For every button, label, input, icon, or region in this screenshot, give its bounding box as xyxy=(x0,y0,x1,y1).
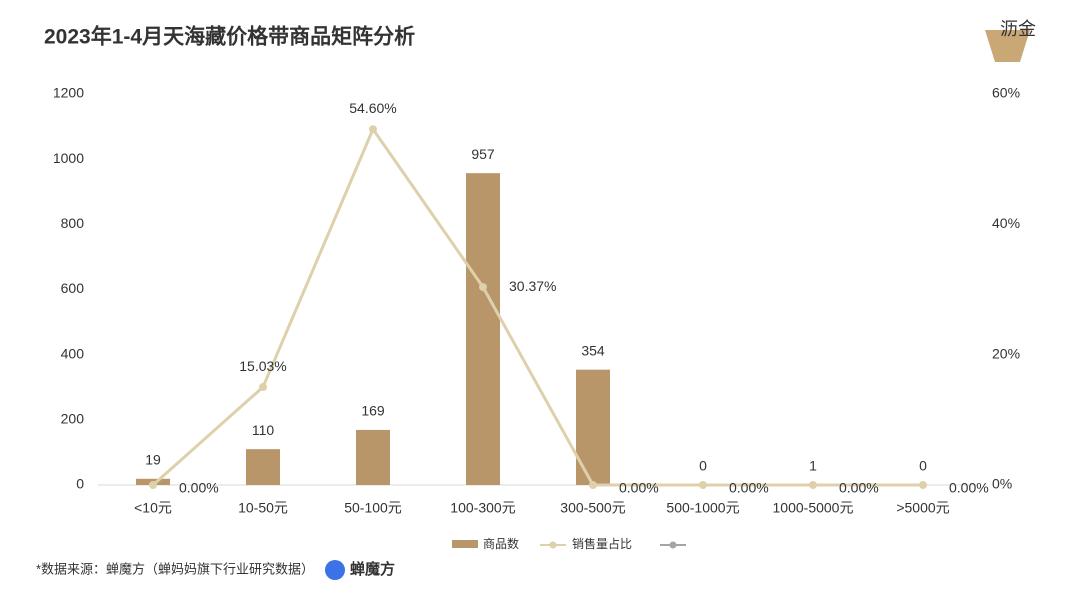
line-point xyxy=(479,283,487,292)
y2-tick-label: 40% xyxy=(992,215,1020,231)
x-tick-label: <10元 xyxy=(134,500,172,516)
legend-label: 销售量占比 xyxy=(572,536,632,551)
data-label: 54.60% xyxy=(349,100,396,116)
data-label: 110 xyxy=(252,422,275,438)
chart-title: 2023年1-4月天海藏价格带商品矩阵分析 xyxy=(44,25,415,49)
data-label: 0.00% xyxy=(949,480,989,496)
line-point xyxy=(369,125,377,134)
data-label: 0.00% xyxy=(619,480,659,496)
y-tick-label: 400 xyxy=(61,345,85,361)
line-point xyxy=(699,481,707,489)
y2-tick-label: 0% xyxy=(992,476,1012,492)
data-label: 0.00% xyxy=(729,480,769,496)
source-note: *数据来源：蝉魔方（蝉妈妈旗下行业研究数据） xyxy=(36,561,314,576)
y-tick-label: 800 xyxy=(61,215,85,231)
legend-swatch xyxy=(452,540,478,548)
data-label: 1 xyxy=(809,457,817,473)
data-label: 0.00% xyxy=(839,480,879,496)
data-label: 0.00% xyxy=(179,480,219,496)
y-tick-label: 200 xyxy=(61,411,85,427)
data-label: 0 xyxy=(919,458,927,474)
x-tick-label: 50-100元 xyxy=(344,500,402,516)
legend-label: 商品数 xyxy=(483,536,519,551)
brand-icon xyxy=(325,560,345,580)
legend-swatch xyxy=(549,541,557,549)
bar xyxy=(356,429,390,485)
line-point xyxy=(259,383,267,392)
line-point xyxy=(589,481,597,489)
legend: 商品数 销售量占比 xyxy=(452,536,686,551)
data-label: 957 xyxy=(471,146,495,162)
x-tick-label: >5000元 xyxy=(896,500,949,516)
legend-swatch xyxy=(669,541,677,549)
x-tick-label: 1000-5000元 xyxy=(773,500,854,516)
data-label: 30.37% xyxy=(509,278,556,294)
data-label: 19 xyxy=(145,452,161,468)
logo-text: 沥金 xyxy=(1000,19,1036,39)
data-label: 354 xyxy=(581,342,605,358)
line-point xyxy=(149,481,157,489)
y-tick-label: 0 xyxy=(76,476,84,492)
y2-tick-label: 20% xyxy=(992,345,1020,361)
bar xyxy=(576,369,610,485)
logo-shape xyxy=(985,30,1030,62)
data-label: 0 xyxy=(699,458,707,474)
y-tick-label: 1000 xyxy=(53,150,84,166)
y-tick-label: 600 xyxy=(61,280,85,296)
x-tick-label: 500-1000元 xyxy=(666,500,739,516)
y2-tick-label: 60% xyxy=(992,85,1020,101)
bar xyxy=(466,173,500,486)
y-tick-label: 1200 xyxy=(53,85,84,101)
x-tick-label: 100-300元 xyxy=(450,500,515,516)
data-label: 15.03% xyxy=(239,358,286,374)
bar xyxy=(246,449,280,485)
line xyxy=(152,126,923,487)
brand-name: 蝉魔方 xyxy=(350,560,395,578)
line-point xyxy=(809,481,817,489)
x-tick-label: 300-500元 xyxy=(560,500,625,516)
x-tick-label: 10-50元 xyxy=(238,500,288,516)
line-point xyxy=(919,481,927,489)
data-label: 169 xyxy=(361,403,385,419)
